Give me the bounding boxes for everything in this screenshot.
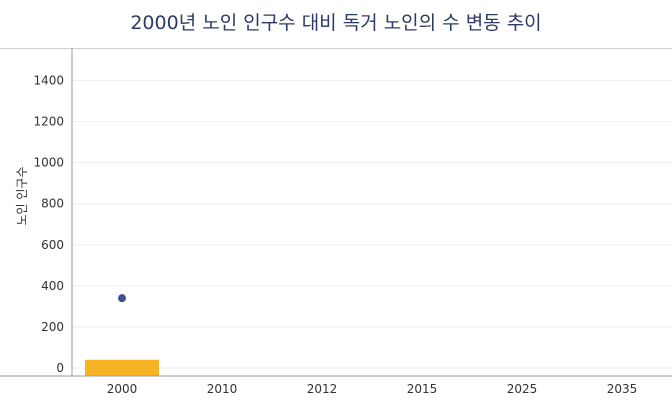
x-tick-label: 2012: [307, 382, 338, 396]
x-tick-label: 2000: [107, 382, 138, 396]
y-axis-label: 노인 인구수: [15, 166, 29, 225]
y-tick-label: 1400: [33, 74, 64, 88]
y-tick-label: 0: [56, 361, 64, 375]
x-tick-label: 2025: [507, 382, 538, 396]
x-axis-ticks: 2000 2010 2012 2015 2025 2035: [107, 382, 638, 396]
x-tick-label: 2010: [207, 382, 238, 396]
chart-title: 2000년 노인 인구수 대비 독거 노인의 수 변동 추이: [130, 12, 542, 34]
y-tick-label: 800: [41, 197, 64, 211]
x-tick-label: 2015: [407, 382, 438, 396]
bar: [85, 359, 159, 376]
y-tick-label: 1200: [33, 115, 64, 129]
y-tick-label: 1000: [33, 156, 64, 170]
y-axis-ticks: 0 200 400 600 800 1000 1200 1400: [33, 74, 64, 375]
grid-lines: [72, 80, 672, 369]
y-tick-label: 400: [41, 279, 64, 293]
x-tick-label: 2035: [607, 382, 638, 396]
y-tick-label: 200: [41, 320, 64, 334]
scatter-point: [118, 294, 126, 303]
y-tick-label: 600: [41, 238, 64, 252]
chart-marks: [85, 294, 159, 376]
title-divider: [0, 48, 672, 49]
